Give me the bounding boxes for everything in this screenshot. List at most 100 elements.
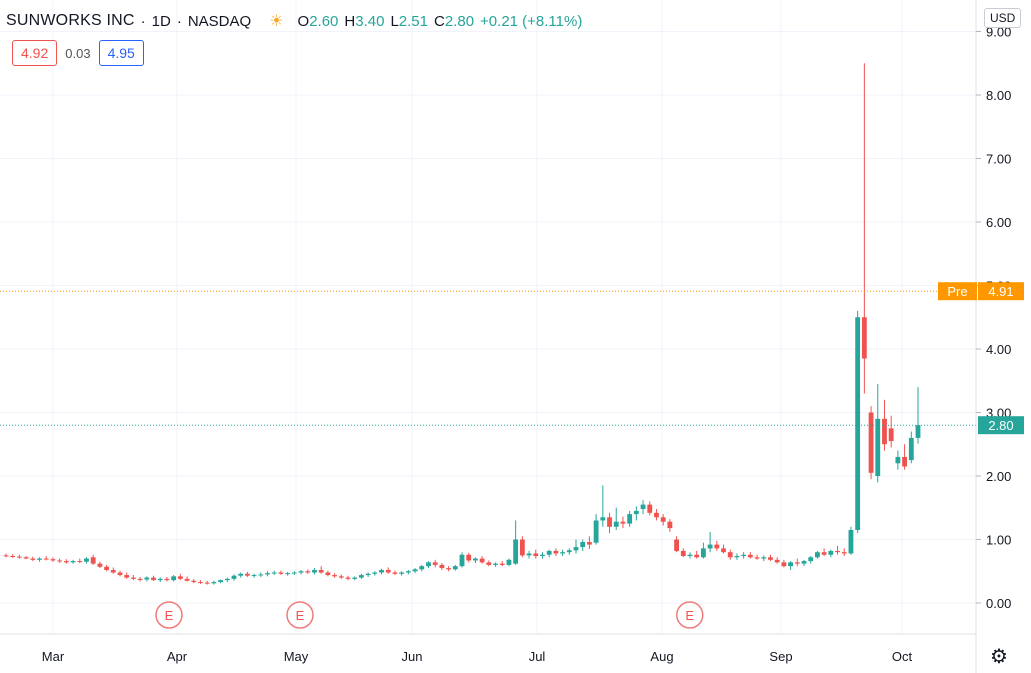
candle <box>231 574 237 581</box>
x-tick-label: May <box>284 649 309 664</box>
candle <box>902 444 908 470</box>
y-tick-label: 6.00 <box>986 215 1011 230</box>
interval[interactable]: 1D <box>151 12 171 30</box>
candle <box>177 573 183 581</box>
candle <box>667 519 673 532</box>
candle <box>566 548 572 555</box>
candle <box>801 559 807 567</box>
candle <box>16 554 22 559</box>
x-tick-label: Apr <box>167 649 188 664</box>
candle <box>540 552 545 559</box>
candle <box>77 558 83 563</box>
candle <box>57 558 63 563</box>
low-label: L <box>390 12 399 30</box>
candle <box>781 559 787 568</box>
candle <box>560 549 566 557</box>
candle <box>513 520 519 565</box>
candle <box>452 564 458 571</box>
candle <box>137 576 143 582</box>
candle <box>204 580 210 585</box>
candle <box>358 573 364 579</box>
candle <box>640 500 646 515</box>
candle <box>110 567 116 574</box>
candle <box>164 576 170 582</box>
candle <box>392 570 398 576</box>
candle <box>459 552 465 568</box>
candle <box>312 568 317 575</box>
candle <box>332 573 338 578</box>
candle <box>439 562 445 570</box>
candle <box>754 554 760 560</box>
svg-text:4.91: 4.91 <box>988 284 1013 299</box>
candle <box>486 560 492 567</box>
x-tick-label: Jun <box>402 649 423 664</box>
low-value: 2.51 <box>398 12 428 30</box>
candle <box>265 571 270 577</box>
candle <box>747 552 753 559</box>
candle <box>305 569 311 574</box>
price-tag: 2.80 <box>978 416 1024 435</box>
candle <box>526 550 532 559</box>
svg-text:E: E <box>165 608 174 623</box>
candle <box>70 559 76 564</box>
x-tick-label: Oct <box>892 649 913 664</box>
candle <box>352 576 358 581</box>
candle <box>104 564 110 572</box>
candle <box>768 554 773 562</box>
symbol-title[interactable]: SUNWORKS INC <box>6 12 135 29</box>
candle <box>580 539 586 551</box>
open-label: O <box>297 12 310 30</box>
candle <box>741 552 747 559</box>
candle <box>821 548 827 557</box>
candle <box>533 549 539 559</box>
candle <box>694 550 700 559</box>
close-value: 2.80 <box>444 12 475 30</box>
gear-icon[interactable]: ⚙ <box>990 646 1008 668</box>
candle <box>493 562 498 567</box>
candle <box>385 567 391 574</box>
candle <box>828 549 834 558</box>
candle <box>224 577 230 583</box>
candle <box>687 552 693 559</box>
earnings-marker[interactable]: E <box>286 601 314 629</box>
candle <box>238 572 244 578</box>
candle <box>432 559 438 568</box>
candle <box>794 558 800 567</box>
candle <box>84 557 89 564</box>
candle <box>30 556 36 562</box>
bid-button[interactable]: 4.92 <box>12 40 58 66</box>
candle <box>660 514 666 526</box>
candle <box>600 485 606 527</box>
high-label: H <box>344 12 356 30</box>
candle <box>50 557 56 562</box>
candle <box>399 571 405 576</box>
candle <box>627 510 633 527</box>
candle <box>861 63 867 394</box>
y-tick-label: 7.00 <box>986 152 1011 167</box>
candle <box>405 569 411 575</box>
earnings-marker[interactable]: E <box>676 601 704 629</box>
svg-text:Pre: Pre <box>947 284 967 299</box>
candle <box>654 509 659 521</box>
candle <box>198 580 203 584</box>
candle <box>808 556 814 564</box>
candle <box>285 571 291 576</box>
candle <box>647 501 653 516</box>
candle <box>788 561 794 570</box>
candle <box>157 577 163 583</box>
candle <box>23 556 29 560</box>
candle <box>365 572 371 577</box>
earnings-marker[interactable]: E <box>155 601 183 629</box>
currency-button[interactable]: USD <box>984 8 1022 28</box>
candle <box>244 571 250 577</box>
candle <box>908 431 914 464</box>
candle <box>171 575 177 582</box>
candle <box>761 555 767 562</box>
ask-button[interactable]: 4.95 <box>98 40 144 66</box>
candle <box>674 536 680 553</box>
candle <box>479 556 485 564</box>
candle <box>43 556 49 561</box>
sun-icon: ☀ <box>269 13 284 30</box>
candle <box>586 536 592 550</box>
